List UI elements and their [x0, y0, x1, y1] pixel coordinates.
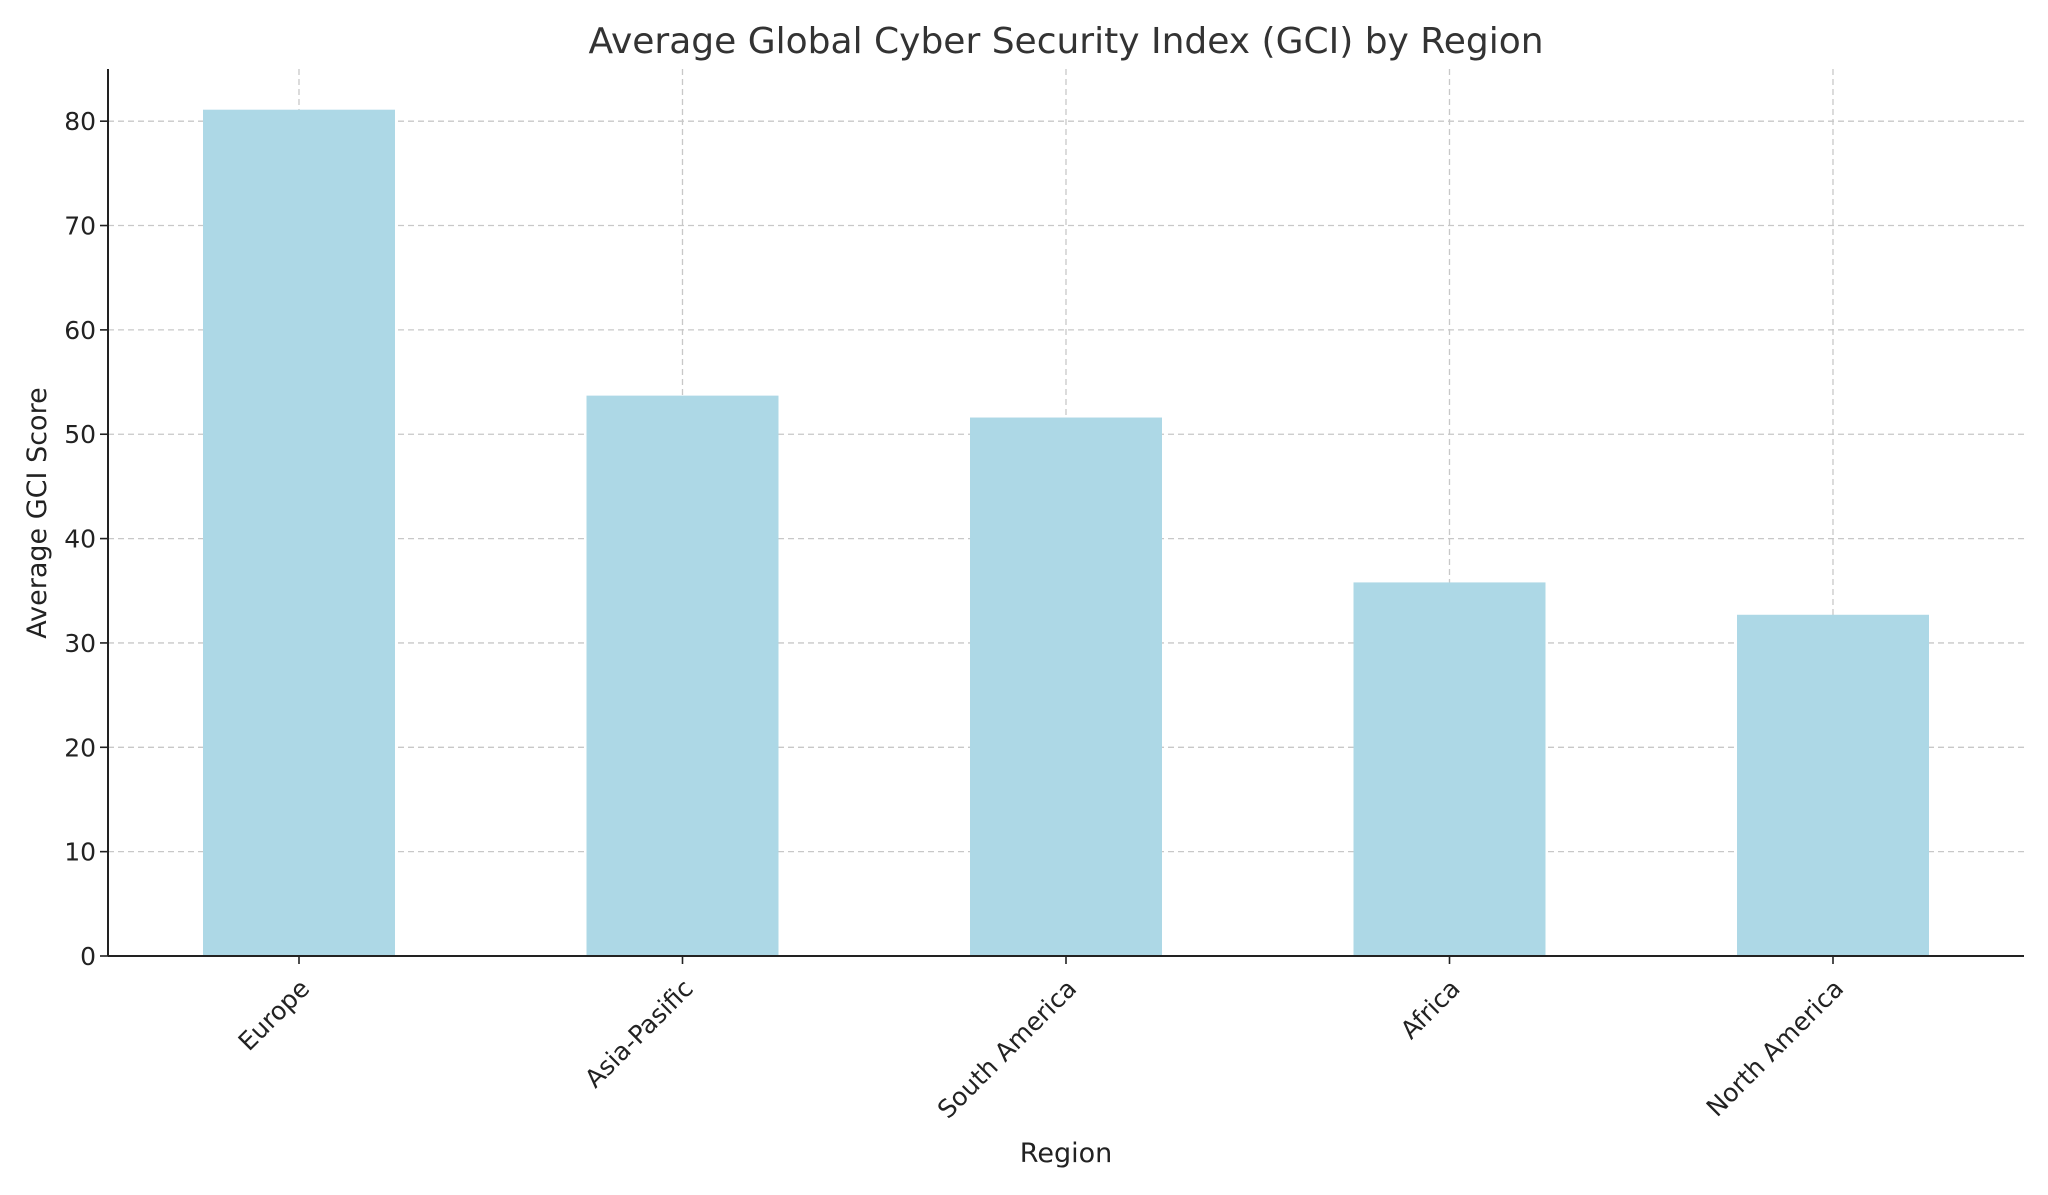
chart-title: Average Global Cyber Security Index (GCI… [588, 21, 1543, 62]
y-tick-label: 60 [64, 316, 96, 345]
x-tick-label: Africa [1395, 974, 1466, 1045]
bar-europe [203, 109, 395, 957]
y-tick-label: 10 [64, 838, 96, 867]
y-tick-label: 0 [80, 942, 96, 971]
y-axis-ticks: 0 10 20 30 40 50 60 70 80 [64, 107, 108, 971]
x-axis-label: Region [1020, 1138, 1112, 1169]
bar-asia-pasific [586, 395, 779, 956]
x-tick-label: Europe [233, 974, 316, 1057]
y-tick-label: 70 [64, 212, 96, 241]
y-tick-label: 80 [64, 107, 96, 136]
bar-africa [1353, 582, 1546, 956]
bar-north-america [1737, 614, 1929, 956]
bar-layer [203, 109, 1929, 957]
bar-south-america [970, 417, 1162, 956]
y-tick-label: 50 [64, 420, 96, 449]
x-tick-label: North America [1701, 974, 1849, 1122]
x-tick-label: Asia-Pasific [579, 974, 699, 1094]
x-axis-ticks: Europe Asia-Pasific South America Africa Nor… [233, 956, 1849, 1124]
y-axis-label: Average GCI Score [22, 387, 53, 638]
y-tick-label: 30 [64, 629, 96, 658]
x-tick-label: South America [932, 974, 1082, 1124]
y-tick-label: 20 [64, 733, 96, 762]
y-tick-label: 40 [64, 525, 96, 554]
